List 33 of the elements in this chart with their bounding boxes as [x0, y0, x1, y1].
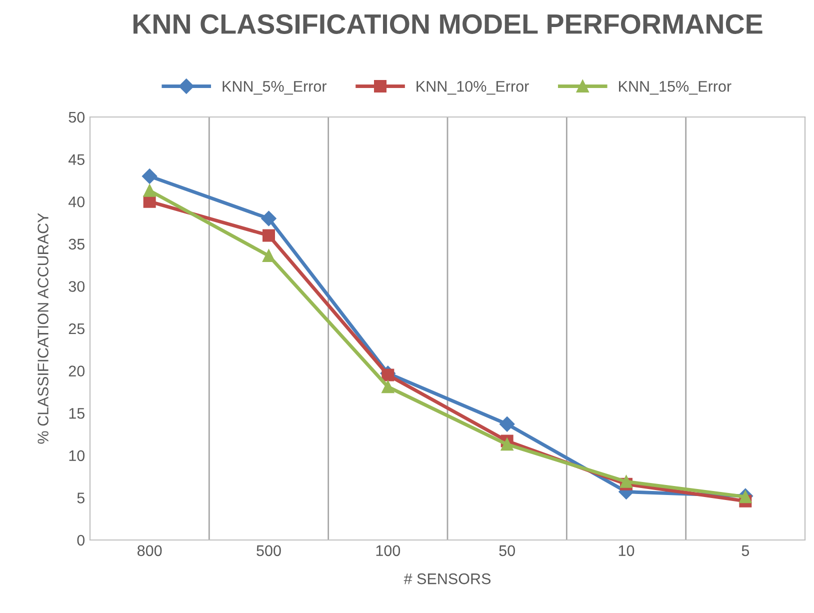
y-axis-title: % CLASSIFICATION ACCURACY: [38, 213, 48, 444]
x-tick-label: 10: [618, 545, 634, 556]
legend-label: KNN_5%_Error: [222, 81, 327, 95]
y-tick-label: 15: [69, 408, 84, 419]
y-tick-label: 35: [68, 238, 84, 250]
y-tick-label: 5: [77, 492, 84, 504]
x-axis-title: # SENSORS: [404, 573, 491, 584]
point: [262, 249, 275, 262]
x-tick-label: 5: [742, 545, 750, 556]
point: [262, 229, 275, 242]
point: [382, 380, 394, 394]
point: [261, 210, 276, 226]
y-tick-label: 30: [68, 281, 85, 292]
y-tick-label: 0: [77, 534, 85, 546]
point: [143, 184, 156, 197]
legend-label: KNN_10%_Error: [416, 80, 529, 95]
point: [382, 368, 394, 382]
point: [500, 416, 515, 432]
y-tick-label: 10: [69, 450, 85, 462]
x-tick-label: 50: [499, 545, 515, 556]
y-tick-label: 50: [68, 112, 85, 123]
y-tick-label: 40: [68, 196, 85, 208]
y-tick-label: 25: [68, 323, 84, 334]
y-tick-label: 45: [68, 154, 84, 165]
point: [620, 475, 632, 488]
y-tick-label: 20: [68, 366, 85, 376]
point: [500, 438, 514, 451]
x-tick-label: 100: [376, 545, 400, 556]
legend-label: KNN_15%_Error: [619, 81, 732, 95]
point: [142, 168, 158, 184]
x-tick-label: 800: [138, 545, 162, 556]
x-tick-label: 500: [256, 545, 281, 556]
chart-title: KNN CLASSIFICATION MODEL PERFORMANCE: [134, 14, 762, 34]
